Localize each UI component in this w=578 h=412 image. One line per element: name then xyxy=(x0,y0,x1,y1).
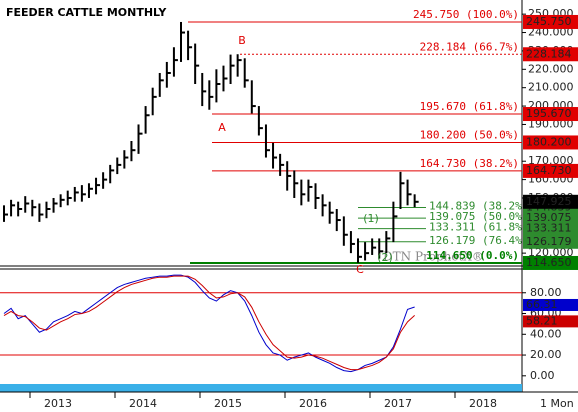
x-tick-label: 2018 xyxy=(469,397,497,410)
price-box xyxy=(523,234,578,249)
price-box xyxy=(523,221,578,236)
price-box-label: 195.670 xyxy=(526,107,572,120)
watermark: DTN ProphetX® xyxy=(383,250,484,264)
price-box xyxy=(523,163,578,178)
price-box xyxy=(523,255,578,270)
y-tick-label: 120.000 xyxy=(528,246,574,259)
value-box xyxy=(523,298,578,311)
value-box xyxy=(523,315,578,328)
x-tick-label: 2016 xyxy=(299,397,327,410)
price-box-label: 133.311 xyxy=(526,222,572,235)
fib-label: 114.650 (0.0%) xyxy=(426,249,519,262)
price-box xyxy=(523,14,578,29)
value-box-label: 66.31 xyxy=(526,298,558,311)
price-box-label: 164.730 xyxy=(526,164,572,177)
price-box-label: 228.184 xyxy=(526,47,572,60)
last-price: 147.925 xyxy=(526,195,572,208)
x-tick-label: 2015 xyxy=(214,397,242,410)
x-tick-label: 2014 xyxy=(129,397,157,410)
annotation: (1) xyxy=(363,212,379,225)
price-box xyxy=(523,135,578,150)
x-tick-label: 2013 xyxy=(44,397,72,410)
y-tick-label: 210.000 xyxy=(528,81,574,94)
x-tick-label: 2017 xyxy=(384,397,412,410)
price-box xyxy=(523,47,578,62)
y-tick-label: 0.00 xyxy=(530,369,555,382)
time-strip xyxy=(0,384,522,392)
interval-label: 1 Mon xyxy=(540,397,574,410)
price-box-label: 126.179 xyxy=(526,235,572,248)
stoch-line xyxy=(3,275,415,371)
chart-title: FEEDER CATTLE MONTHLY xyxy=(6,6,167,19)
annotation: A xyxy=(218,121,226,134)
annotation: B xyxy=(238,34,246,47)
stoch-line xyxy=(3,274,415,373)
fib-label: 133.311 (61.8%) xyxy=(429,221,528,234)
price-box xyxy=(523,194,578,209)
fib-label: 180.200 (50.0%) xyxy=(420,128,519,141)
y-tick-label: 40.00 xyxy=(530,327,562,340)
y-tick-label: 80.00 xyxy=(530,286,562,299)
fib-label: 228.184 (66.7%) xyxy=(420,40,519,53)
y-tick-label: 220.000 xyxy=(528,62,574,75)
fib-label: 144.839 (38.2%) xyxy=(429,199,528,212)
fib-label: 164.730 (38.2%) xyxy=(420,157,519,170)
price-box-label: 114.650 xyxy=(526,256,572,269)
price-box-label: 180.200 xyxy=(526,135,572,148)
annotation: C xyxy=(356,263,364,276)
price-box-label: 245.750 xyxy=(526,15,572,28)
price-box xyxy=(523,211,578,226)
y-tick-label: 20.00 xyxy=(530,348,562,361)
fib-label: 126.179 (76.4%) xyxy=(429,234,528,247)
price-box xyxy=(523,107,578,122)
fib-label: 139.075 (50.0%) xyxy=(429,210,528,223)
fib-label: 195.670 (61.8%) xyxy=(420,100,519,113)
price-box-label: 139.075 xyxy=(526,211,572,224)
fib-label: 245.750 (100.0%) xyxy=(413,8,519,21)
annotation: (2) xyxy=(377,251,393,264)
value-box-label: 58.21 xyxy=(526,314,558,327)
